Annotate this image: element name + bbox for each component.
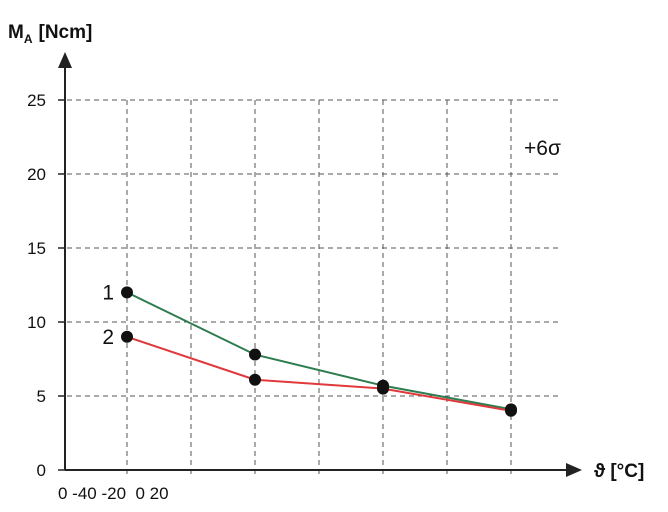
annotation-label: +6σ	[524, 137, 561, 160]
grid	[58, 99, 562, 478]
data-point	[121, 286, 133, 299]
y-tick-label: 20	[27, 165, 46, 184]
y-axis-title-subscript: A	[24, 32, 33, 46]
y-tick-labels: 0 5 10 15 20 25	[27, 91, 65, 480]
series-label: 2	[102, 326, 114, 349]
data-point	[377, 382, 389, 395]
data-point	[249, 373, 261, 386]
y-axis-title-unit: [Ncm]	[39, 22, 93, 43]
y-tick-label: 15	[27, 239, 46, 258]
y-axis-title-main: M	[8, 22, 24, 43]
y-tick-label: 25	[27, 91, 46, 110]
y-axis-arrowhead	[58, 52, 72, 68]
x-axis-title: ϑ [°C]	[594, 461, 644, 482]
y-axis-title: MA [Ncm]	[8, 22, 92, 46]
data-point	[249, 348, 261, 361]
series-label: 1	[102, 281, 114, 304]
y-tick-label: 0	[37, 461, 46, 480]
y-tick-label: 5	[37, 387, 46, 406]
series-line-1	[126, 291, 512, 411]
x-axis-arrowhead	[566, 463, 582, 477]
axes	[58, 52, 582, 477]
data-point	[121, 330, 133, 343]
data-point	[505, 404, 517, 417]
series-line-2	[126, 335, 512, 412]
y-tick-label: 10	[27, 313, 46, 332]
x-tick-labels: 0 -40 -20 0 20	[58, 484, 169, 503]
series: 12	[102, 281, 517, 417]
